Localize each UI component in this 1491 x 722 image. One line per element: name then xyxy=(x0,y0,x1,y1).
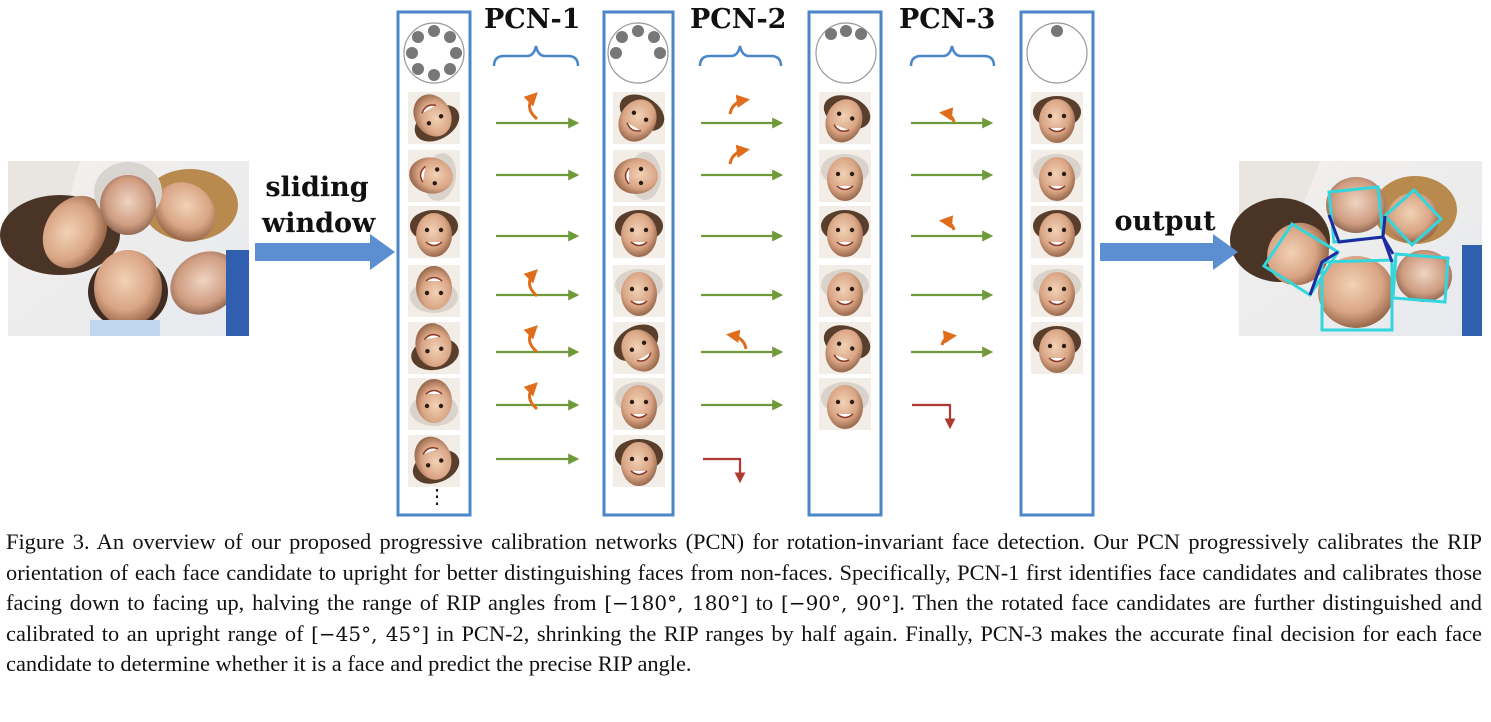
flow-arrows xyxy=(496,92,994,484)
face-thumbnail xyxy=(819,265,871,317)
candidate-columns xyxy=(396,10,1095,517)
detection-box xyxy=(1382,187,1444,248)
sliding-window-line-2: window xyxy=(262,208,376,239)
face-thumbnail xyxy=(408,92,460,144)
column-frame xyxy=(1019,10,1095,517)
column-frame xyxy=(396,10,472,517)
output-big-arrow xyxy=(1100,234,1238,270)
rotation-arrow xyxy=(728,94,751,115)
face-thumbnail xyxy=(819,150,871,202)
face-thumbnail xyxy=(408,150,460,202)
reject-arrow xyxy=(703,457,746,484)
face-candidates xyxy=(408,92,1083,487)
face-thumbnail xyxy=(408,378,460,430)
caption-range-3: [−45°, 45°] xyxy=(311,621,429,646)
sliding-window-line-1: sliding xyxy=(265,172,369,203)
ellipsis-mark: ⋮ xyxy=(427,484,447,508)
pcn-figure: PCN-1 PCN-2 PCN-3 sliding window output … xyxy=(0,4,1482,517)
face-thumbnail xyxy=(613,378,665,430)
stage-braces xyxy=(492,45,996,67)
input-photo xyxy=(0,161,249,336)
face-thumbnail xyxy=(819,206,871,258)
rip-range-wheels xyxy=(403,22,1088,84)
rotation-arrow xyxy=(940,330,958,346)
reject-arrow xyxy=(912,403,956,430)
rotation-arrow xyxy=(523,325,539,354)
output-label: output xyxy=(1114,206,1216,237)
caption-suffix: in PCN-2, shrinking the RIP ranges by ha… xyxy=(6,620,1482,677)
caption-mid-2: . Then the rotated face candidates are f… xyxy=(6,590,1482,646)
face-thumbnail xyxy=(408,435,460,487)
face-thumbnail xyxy=(613,435,665,487)
column-frame xyxy=(807,10,883,517)
face-thumbnail xyxy=(1031,265,1083,317)
face-thumbnail xyxy=(408,206,460,258)
face-thumbnail xyxy=(408,265,460,317)
stage-title-pcn-1: PCN-1 xyxy=(484,4,581,35)
input-big-arrow xyxy=(255,234,395,270)
rotation-arrow xyxy=(523,382,539,411)
output-photo xyxy=(1230,161,1482,336)
rotation-arrow xyxy=(938,107,956,123)
face-thumbnail xyxy=(819,322,871,374)
face-thumbnail xyxy=(408,322,460,374)
figure-caption: Figure 3. An overview of our proposed pr… xyxy=(6,527,1482,680)
stage-title-pcn-2: PCN-2 xyxy=(690,4,787,35)
rotation-arrow xyxy=(728,144,751,165)
face-thumbnail xyxy=(819,378,871,430)
caption-prefix: Figure 3. An overview of our proposed pr… xyxy=(6,529,1482,616)
face-thumbnail xyxy=(613,92,665,144)
face-thumbnail xyxy=(1031,322,1083,374)
face-thumbnail xyxy=(1031,206,1083,258)
face-thumbnail xyxy=(1031,150,1083,202)
face-thumbnail xyxy=(613,206,665,258)
face-thumbnail xyxy=(819,92,871,144)
face-thumbnail xyxy=(613,265,665,317)
sliding-window-label: sliding window xyxy=(262,170,376,242)
rotation-arrow xyxy=(938,215,956,231)
face-thumbnail xyxy=(1031,92,1083,144)
figure-canvas xyxy=(0,10,1482,517)
rotation-arrow xyxy=(523,269,539,298)
detection-box xyxy=(1391,252,1450,304)
rotation-arrow xyxy=(523,92,539,121)
rotation-arrow xyxy=(725,329,748,350)
caption-range-1: [−180°, 180°] xyxy=(604,591,748,616)
face-thumbnail xyxy=(613,322,665,374)
detection-box xyxy=(1320,258,1394,332)
column-frame xyxy=(602,10,675,517)
stage-title-pcn-3: PCN-3 xyxy=(899,4,996,35)
caption-range-2: [−90°, 90°] xyxy=(781,591,900,616)
face-thumbnail xyxy=(613,150,665,202)
caption-mid-1: to xyxy=(748,590,782,616)
